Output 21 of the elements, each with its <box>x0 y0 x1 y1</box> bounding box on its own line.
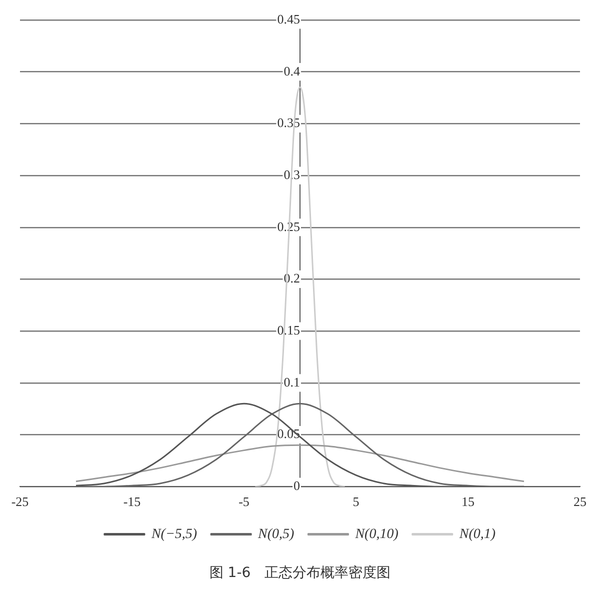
y-tick-label: 0.15 <box>277 322 300 338</box>
text: 图 1-6 正态分布概率密度图 <box>209 565 391 582</box>
x-tick-label: 25 <box>574 494 586 509</box>
y-tick-label: 0.3 <box>284 166 300 182</box>
y-tick-label: 0.2 <box>284 270 300 286</box>
y-tick-label: 0.4 <box>284 63 300 78</box>
y-tick-label: 0.25 <box>277 218 300 234</box>
x-tick-label: -5 <box>238 494 250 509</box>
legend-label: N(0,1) <box>458 526 496 542</box>
legend-label: N(0,5) <box>257 526 295 542</box>
y-tick-label: 0.35 <box>277 115 300 130</box>
x-tick-label: -15 <box>123 494 141 509</box>
y-tick-label: 0 <box>294 478 300 494</box>
x-tick-label: 15 <box>462 494 474 509</box>
legend-label: N(0,10) <box>354 526 399 542</box>
x-tick-label: -25 <box>11 494 29 509</box>
y-tick-label: 0.45 <box>277 11 300 26</box>
legend-label: N(−5,5) <box>150 526 198 542</box>
y-tick-label: 0.1 <box>284 374 300 390</box>
x-tick-label: 5 <box>352 494 360 509</box>
line-series <box>75 444 525 482</box>
